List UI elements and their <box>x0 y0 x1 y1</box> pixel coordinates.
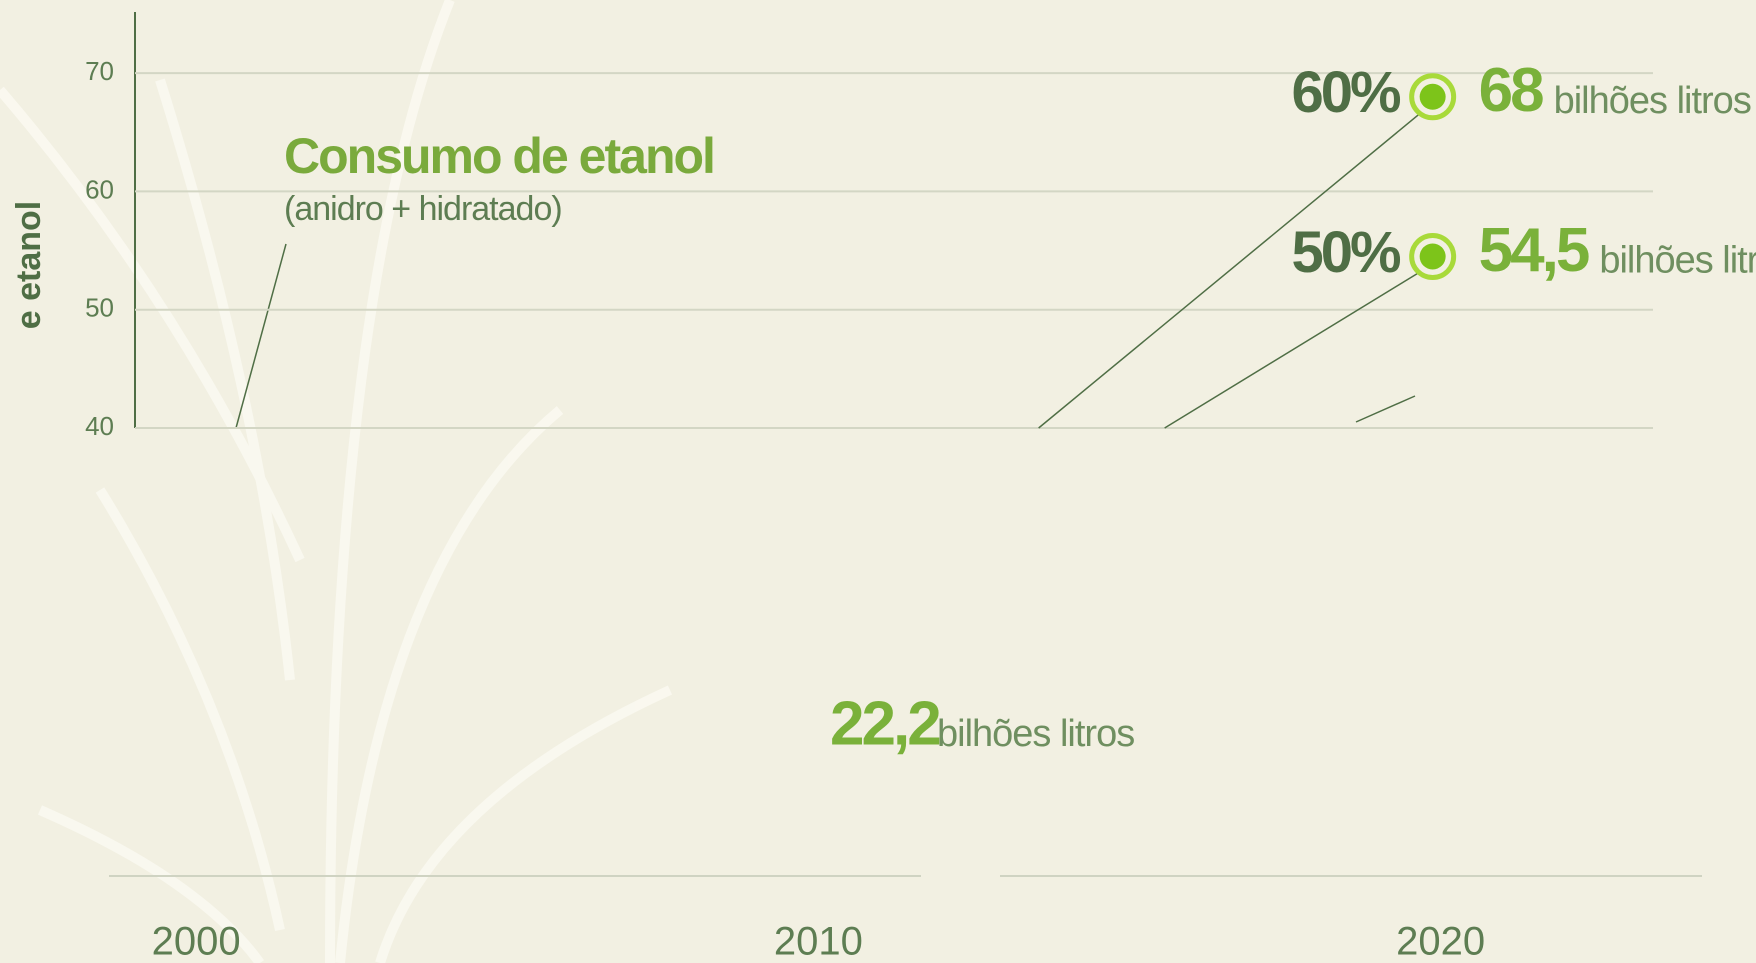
y-tick-label: 60 <box>85 174 114 204</box>
y-tick-label: 50 <box>85 293 114 323</box>
title-leader <box>236 244 286 428</box>
unit-label: bilhões litros <box>937 713 1134 755</box>
current-annotation: 22,2 bilhões litros <box>830 689 1134 758</box>
value-label: 68 <box>1479 56 1543 125</box>
x-tick-label: 2000 <box>152 920 241 963</box>
chart-title: Consumo de etanol <box>284 128 714 184</box>
chart-subtitle: (anidro + hidratado) <box>284 190 562 228</box>
chart: e etanol Consumo de etanol (anidro + hid… <box>0 0 1756 963</box>
unit-label: bilhões litros <box>1554 80 1751 122</box>
point <box>1420 84 1446 110</box>
y-tick-label: 70 <box>85 56 114 86</box>
point <box>1420 243 1446 269</box>
leader-line <box>1356 396 1415 422</box>
y-axis-label: e etanol <box>10 201 48 329</box>
legend-label: 50% <box>1292 220 1402 285</box>
unit-label: bilhões litros <box>1599 240 1756 282</box>
x-tick-label: 2010 <box>774 920 863 963</box>
current-value: 22,2 <box>830 689 939 758</box>
x-tick-label: 2020 <box>1396 920 1485 963</box>
value-label: 54,5 <box>1479 216 1589 285</box>
legend-label: 60% <box>1292 60 1402 125</box>
y-tick-label: 40 <box>85 411 114 441</box>
